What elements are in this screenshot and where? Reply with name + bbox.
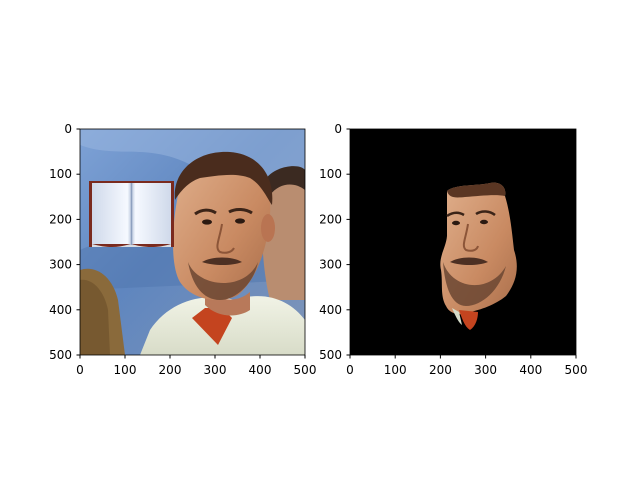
right-x-tick-500: 500 (565, 363, 588, 377)
right-image-panel: 0 100 200 300 400 500 0 100 200 300 400 … (319, 122, 587, 377)
right-photo (350, 129, 576, 355)
left-axes-frame (79, 128, 306, 356)
left-image-panel: 0 100 200 300 400 500 0 100 200 300 400 … (49, 122, 316, 377)
left-x-tick-400: 400 (249, 363, 272, 377)
left-y-tick-300: 300 (49, 258, 72, 272)
right-y-tick-500: 500 (319, 348, 342, 362)
left-y-tick-500: 500 (49, 348, 72, 362)
left-x-tick-0: 0 (76, 363, 84, 377)
left-y-axis: 0 100 200 300 400 500 (49, 122, 80, 362)
right-x-tick-100: 100 (384, 363, 407, 377)
right-x-tick-200: 200 (429, 363, 452, 377)
left-x-axis: 0 100 200 300 400 500 (76, 355, 316, 377)
right-y-tick-400: 400 (319, 303, 342, 317)
right-y-tick-0: 0 (334, 122, 342, 136)
left-x-tick-100: 100 (114, 363, 137, 377)
left-y-tick-100: 100 (49, 167, 72, 181)
left-x-tick-300: 300 (204, 363, 227, 377)
right-y-tick-100: 100 (319, 167, 342, 181)
left-x-tick-200: 200 (159, 363, 182, 377)
right-x-axis: 0 100 200 300 400 500 (346, 355, 587, 377)
open-book-patch (89, 181, 174, 248)
left-y-tick-0: 0 (64, 122, 72, 136)
right-axes-frame (349, 128, 577, 356)
right-x-tick-400: 400 (519, 363, 542, 377)
right-y-tick-200: 200 (319, 212, 342, 226)
right-x-tick-300: 300 (474, 363, 497, 377)
left-y-tick-400: 400 (49, 303, 72, 317)
right-y-tick-300: 300 (319, 258, 342, 272)
right-x-tick-0: 0 (346, 363, 354, 377)
left-x-tick-500: 500 (294, 363, 317, 377)
left-y-tick-200: 200 (49, 212, 72, 226)
right-y-axis: 0 100 200 300 400 500 (319, 122, 350, 362)
left-photo (80, 129, 305, 355)
